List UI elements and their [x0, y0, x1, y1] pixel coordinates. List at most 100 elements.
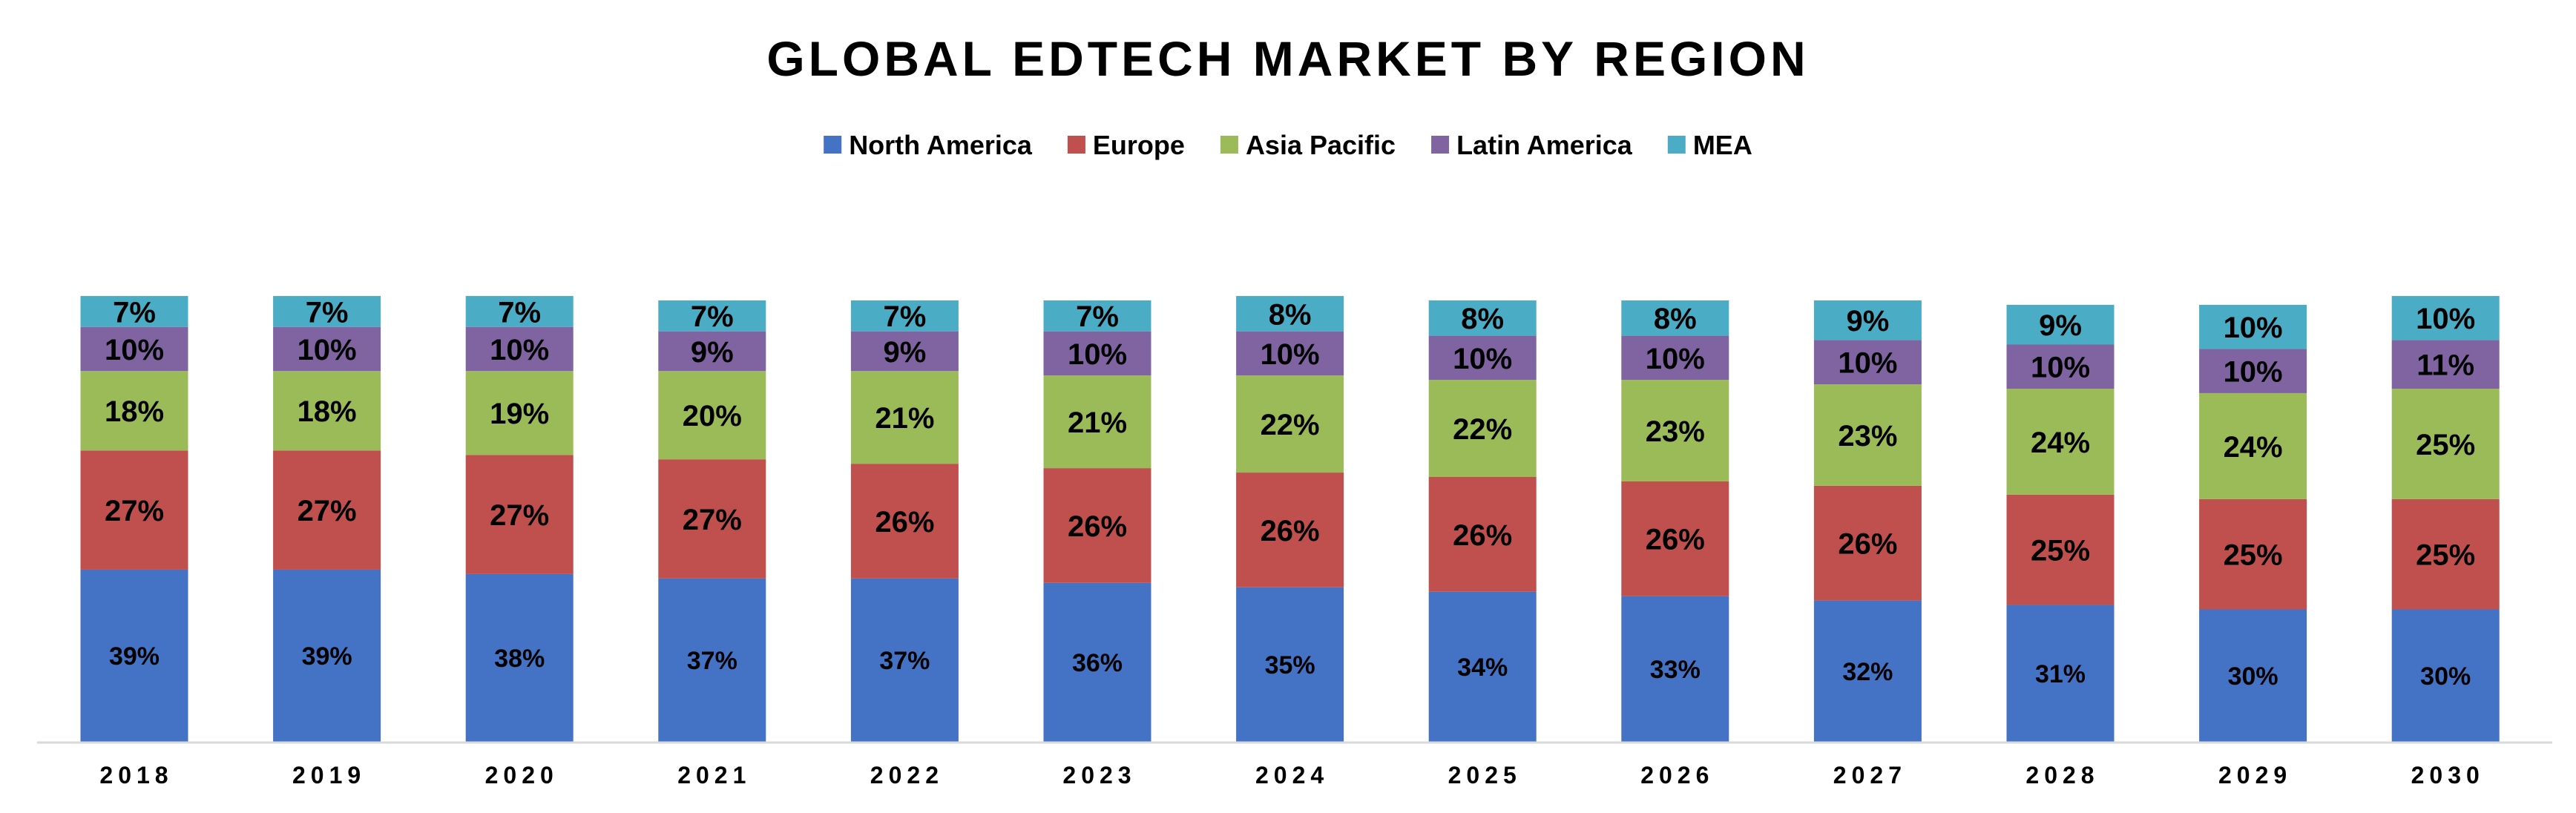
- bar-latin-america-2020: [465, 326, 574, 372]
- data-label-europe-2028: 25%: [2031, 535, 2090, 567]
- bar-north-america-2024: [1236, 587, 1344, 742]
- data-label-europe-2030: 25%: [2416, 539, 2475, 572]
- data-label-latin-america-2025: 10%: [1453, 343, 1512, 375]
- data-label-asia-pacific-2028: 24%: [2031, 427, 2090, 459]
- data-label-europe-2024: 26%: [1261, 515, 1320, 547]
- data-label-asia-pacific-2023: 21%: [1068, 406, 1127, 439]
- data-label-latin-america-2026: 10%: [1646, 343, 1705, 375]
- bar-north-america-2029: [2199, 609, 2307, 742]
- bar-asia-pacific-2018: [80, 371, 188, 451]
- data-label-latin-america-2024: 10%: [1261, 338, 1320, 371]
- legend-label-europe: Europe: [1093, 130, 1185, 160]
- data-label-north-america-2030: 30%: [2420, 662, 2471, 691]
- bar-north-america-2023: [1043, 582, 1151, 742]
- bar-asia-pacific-2026: [1621, 380, 1729, 481]
- legend-item-asia-pacific: Asia Pacific: [1220, 130, 1396, 160]
- x-tick-2020: 2020: [485, 762, 559, 789]
- x-tick-2030: 2030: [2411, 762, 2485, 789]
- data-label-north-america-2018: 39%: [109, 642, 160, 671]
- data-label-mea-2020: 7%: [498, 296, 541, 329]
- data-label-europe-2029: 25%: [2224, 539, 2283, 572]
- bar-mea-2024: [1236, 296, 1344, 332]
- bar-asia-pacific-2019: [273, 371, 381, 451]
- legend-label-north-america: North America: [849, 130, 1033, 160]
- bar-mea-2023: [1043, 300, 1151, 332]
- x-tick-2021: 2021: [677, 762, 751, 789]
- x-tick-2023: 2023: [1062, 762, 1136, 789]
- data-label-north-america-2025: 34%: [1457, 654, 1508, 682]
- data-label-north-america-2020: 38%: [494, 645, 545, 673]
- x-tick-2028: 2028: [2025, 762, 2099, 789]
- bar-europe-2027: [1813, 485, 1922, 601]
- bar-europe-2025: [1428, 477, 1537, 592]
- data-label-europe-2023: 26%: [1068, 510, 1127, 543]
- bar-north-america-2030: [2391, 609, 2500, 742]
- legend-item-north-america: North America: [824, 130, 1033, 160]
- bar-mea-2018: [80, 296, 188, 327]
- legend-label-mea: MEA: [1693, 130, 1752, 160]
- bar-asia-pacific-2022: [850, 371, 959, 464]
- bar-europe-2020: [465, 455, 574, 574]
- bar-mea-2019: [273, 296, 381, 327]
- data-label-asia-pacific-2026: 23%: [1646, 415, 1705, 448]
- data-label-latin-america-2023: 10%: [1068, 338, 1127, 371]
- bar-europe-2028: [2006, 494, 2115, 605]
- legend-label-asia-pacific: Asia Pacific: [1246, 130, 1396, 160]
- legend-swatch-latin-america: [1431, 136, 1450, 154]
- bar-mea-2025: [1428, 300, 1537, 336]
- bar-mea-2021: [658, 300, 766, 332]
- chart-legend: North America Europe Asia Pacific Latin Ame…: [824, 130, 1752, 160]
- bar-latin-america-2024: [1236, 331, 1344, 376]
- bar-stacks: 39% 27% 18% 10% 7% 39% 27% 18% 10% 7% 38% 27% 19% 10%…: [80, 296, 2500, 742]
- bar-stack-2026: 33% 26% 23% 10% 8%: [1621, 300, 1729, 742]
- bar-north-america-2022: [850, 578, 959, 742]
- bar-latin-america-2028: [2006, 344, 2115, 389]
- data-label-north-america-2027: 32%: [1842, 658, 1893, 686]
- data-label-europe-2026: 26%: [1646, 524, 1705, 556]
- bar-stack-2020: 38% 27% 19% 10% 7%: [465, 296, 574, 742]
- data-label-mea-2025: 8%: [1461, 303, 1504, 335]
- bar-europe-2026: [1621, 481, 1729, 596]
- data-label-latin-america-2029: 10%: [2224, 356, 2283, 389]
- data-label-north-america-2019: 39%: [302, 642, 352, 671]
- bar-stack-2027: 32% 26% 23% 10% 9%: [1813, 300, 1922, 742]
- bar-stack-2025: 34% 26% 22% 10% 8%: [1428, 300, 1537, 742]
- legend-swatch-europe: [1067, 136, 1085, 154]
- bar-europe-2022: [850, 464, 959, 579]
- bar-north-america-2028: [2006, 605, 2115, 742]
- legend-item-europe: Europe: [1067, 130, 1185, 160]
- bar-europe-2019: [273, 450, 381, 570]
- data-label-asia-pacific-2030: 25%: [2416, 429, 2475, 461]
- data-label-europe-2018: 27%: [105, 495, 164, 527]
- bar-latin-america-2027: [1813, 340, 1922, 385]
- data-label-latin-america-2021: 9%: [691, 336, 734, 369]
- bar-north-america-2018: [80, 569, 188, 742]
- data-label-north-america-2023: 36%: [1072, 649, 1123, 677]
- bar-latin-america-2019: [273, 326, 381, 372]
- bar-stack-2022: 37% 26% 21% 9%7%: [850, 300, 959, 742]
- bar-mea-2022: [850, 300, 959, 332]
- bar-mea-2030: [2391, 296, 2500, 340]
- x-axis-ticks: 2018 2019 2020 2021 2022 2023 2024 2025 2026 2027…: [99, 762, 2485, 789]
- data-label-mea-2027: 9%: [1846, 305, 1889, 338]
- bar-europe-2021: [658, 459, 766, 579]
- bar-stack-2021: 37% 27% 20% 9%7%: [658, 300, 766, 742]
- data-label-latin-america-2030: 11%: [2416, 349, 2474, 382]
- bar-stack-2028: 31% 25% 24% 10% 9%: [2006, 304, 2115, 742]
- bar-europe-2024: [1236, 473, 1344, 587]
- bar-north-america-2021: [658, 578, 766, 742]
- bar-asia-pacific-2030: [2391, 389, 2500, 499]
- bar-latin-america-2025: [1428, 335, 1537, 381]
- bar-europe-2018: [80, 450, 188, 570]
- data-label-latin-america-2018: 10%: [105, 334, 164, 366]
- bar-mea-2029: [2199, 304, 2307, 349]
- bar-stack-2018: 39% 27% 18% 10% 7%: [80, 296, 188, 742]
- legend-swatch-north-america: [824, 136, 842, 154]
- x-tick-2022: 2022: [870, 762, 944, 789]
- bar-north-america-2020: [465, 573, 574, 742]
- bar-asia-pacific-2027: [1813, 384, 1922, 486]
- data-label-latin-america-2028: 10%: [2031, 352, 2090, 384]
- data-label-asia-pacific-2021: 20%: [683, 400, 742, 432]
- bar-north-america-2027: [1813, 600, 1922, 742]
